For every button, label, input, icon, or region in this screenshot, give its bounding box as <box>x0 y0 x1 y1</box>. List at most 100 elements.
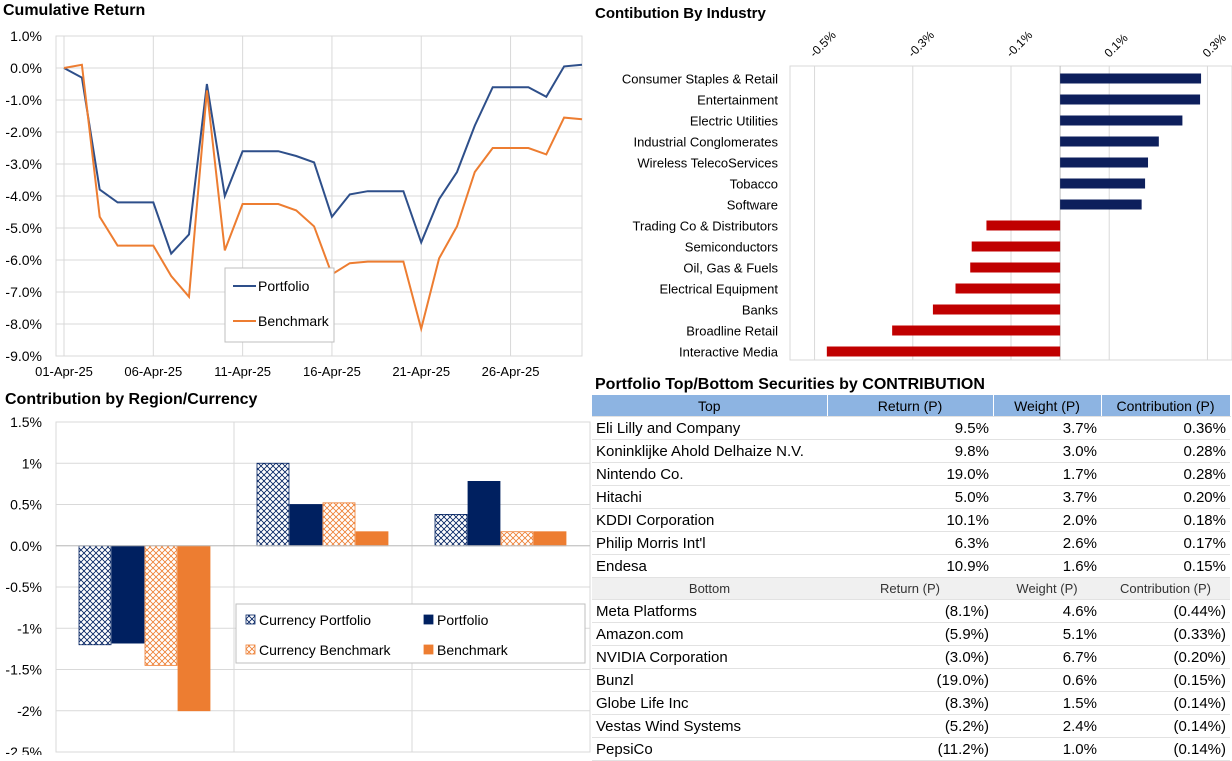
y-tick-label: -2.5% <box>5 744 42 755</box>
table-row: Meta Platforms (8.1%) 4.6% (0.44%) <box>592 599 1230 623</box>
category-label: Trading Co & Distributors <box>633 219 779 234</box>
y-tick-label: -9.0% <box>5 348 42 364</box>
table-cell: Globe Life Inc <box>592 691 827 715</box>
y-tick-label: -8.0% <box>5 316 42 332</box>
x-tick-label: 16-Apr-25 <box>303 364 361 379</box>
y-tick-label: -1% <box>17 620 42 636</box>
region-bar <box>500 531 534 547</box>
region-contribution-panel: Contribution by Region/Currency 1.5% 1% 0.… <box>0 385 592 755</box>
column-header: Weight (P) <box>993 577 1101 600</box>
table-cell: (0.14%) <box>1101 691 1230 715</box>
y-tick-label: -7.0% <box>5 284 42 300</box>
table-cell: (19.0%) <box>827 668 993 692</box>
table-cell: (0.14%) <box>1101 737 1230 761</box>
securities-table: Top Return (P) Weight (P) Contribution (P) E… <box>592 395 1231 761</box>
portfolio-line <box>63 63 583 256</box>
column-header: Weight (P) <box>993 395 1102 417</box>
column-header: Contribution (P) <box>1101 395 1231 417</box>
y-tick-label: 0.5% <box>10 497 42 513</box>
table-cell: 0.18% <box>1101 508 1230 532</box>
region-bar <box>322 502 356 547</box>
category-label: Oil, Gas & Fuels <box>683 261 778 276</box>
region-contribution-title: Contribution by Region/Currency <box>5 391 258 408</box>
cumulative-return-panel: Cumulative Return 1.0% 0.0% -1.0% -2.0% -3.0… <box>0 0 592 385</box>
table-cell: 5.0% <box>827 485 993 509</box>
table-cell: 3.0% <box>993 439 1101 463</box>
table-cell: 5.1% <box>993 622 1101 646</box>
industry-bar <box>932 304 1061 315</box>
table-cell: 0.36% <box>1101 416 1230 440</box>
table-cell: KDDI Corporation <box>592 508 827 532</box>
category-label: Tobacco <box>730 177 778 192</box>
cumulative-return-title: Cumulative Return <box>3 2 146 19</box>
region-bar <box>289 504 323 547</box>
table-cell: 1.5% <box>993 691 1101 715</box>
line-legend <box>224 267 335 343</box>
table-cell: 0.15% <box>1101 554 1230 578</box>
region-contribution-chart: 1.5%1%0.5%0.0%-0.5%-1%-1.5%-2%-2.5%Unite… <box>5 414 591 755</box>
industry-bar <box>955 283 1061 294</box>
legend-label: Benchmark <box>258 313 330 329</box>
region-bar <box>111 545 145 644</box>
category-label: Wireless TelecoServices <box>637 156 778 171</box>
industry-bar <box>1060 73 1202 84</box>
column-header: Bottom <box>592 577 827 600</box>
table-cell: 3.7% <box>993 485 1101 509</box>
category-label: Electric Utilities <box>690 114 779 129</box>
industry-bar <box>892 325 1061 336</box>
table-cell: 9.8% <box>827 439 993 463</box>
benchmark-line <box>63 63 583 333</box>
category-label: Banks <box>742 303 779 318</box>
y-tick-label: 0.0% <box>10 538 42 554</box>
table-cell: 1.7% <box>993 462 1101 486</box>
region-bar <box>256 462 290 547</box>
region-legend <box>235 603 586 664</box>
table-cell: (5.9%) <box>827 622 993 646</box>
table-cell: Meta Platforms <box>592 599 827 623</box>
securities-table-title: Portfolio Top/Bottom Securities by CONTR… <box>595 376 985 393</box>
region-bar <box>78 545 112 646</box>
category-label: Entertainment <box>697 93 778 108</box>
table-row: Eli Lilly and Company 9.5% 3.7% 0.36% <box>592 416 1230 440</box>
column-header: Return (P) <box>827 577 993 600</box>
table-cell: (0.14%) <box>1101 714 1230 738</box>
industry-bar <box>1060 157 1149 168</box>
category-label: Electrical Equipment <box>660 282 779 297</box>
industry-bar <box>1060 199 1142 210</box>
table-cell: 1.0% <box>993 737 1101 761</box>
category-label: Consumer Staples & Retail <box>622 72 778 87</box>
legend-label: Benchmark <box>437 642 509 658</box>
y-tick-label: -0.5% <box>5 579 42 595</box>
legend-swatch <box>245 644 256 655</box>
table-cell: Koninklijke Ahold Delhaize N.V. <box>592 439 827 463</box>
table-row: Nintendo Co. 19.0% 1.7% 0.28% <box>592 462 1230 486</box>
bottom-header-row: Bottom Return (P) Weight (P) Contribution (… <box>592 577 1230 600</box>
industry-bar <box>986 220 1061 231</box>
industry-contribution-chart: -0.5% -0.3% -0.1% 0.1% 0.3% Consumer Staples … <box>622 28 1232 361</box>
table-cell: (8.1%) <box>827 599 993 623</box>
region-bar <box>144 545 178 666</box>
legend-label: Portfolio <box>258 278 310 294</box>
table-cell: Vestas Wind Systems <box>592 714 827 738</box>
region-bar <box>355 531 389 547</box>
x-tick-label: 26-Apr-25 <box>482 364 540 379</box>
table-row: Philip Morris Int'l 6.3% 2.6% 0.17% <box>592 531 1230 555</box>
y-tick-label: 1% <box>22 455 42 471</box>
category-label: Software <box>727 198 778 213</box>
table-cell: (0.44%) <box>1101 599 1230 623</box>
table-cell: Eli Lilly and Company <box>592 416 827 440</box>
table-cell: 19.0% <box>827 462 993 486</box>
table-row: Globe Life Inc (8.3%) 1.5% (0.14%) <box>592 691 1230 715</box>
y-tick-label: -6.0% <box>5 252 42 268</box>
industry-bar <box>971 241 1061 252</box>
table-cell: PepsiCo <box>592 737 827 761</box>
y-tick-label: -1.5% <box>5 662 42 678</box>
top-header-row: Top Return (P) Weight (P) Contribution (P) <box>592 395 1231 417</box>
table-cell: 0.17% <box>1101 531 1230 555</box>
table-row: NVIDIA Corporation (3.0%) 6.7% (0.20%) <box>592 645 1230 669</box>
y-tick-label: -1.0% <box>5 92 42 108</box>
industry-contribution-panel: Contibution By Industry -0.5% -0.3% -0.1% 0… <box>592 0 1232 370</box>
table-cell: 6.7% <box>993 645 1101 669</box>
region-bar <box>434 513 468 547</box>
table-row: Koninklijke Ahold Delhaize N.V. 9.8% 3.0% 0… <box>592 439 1230 463</box>
